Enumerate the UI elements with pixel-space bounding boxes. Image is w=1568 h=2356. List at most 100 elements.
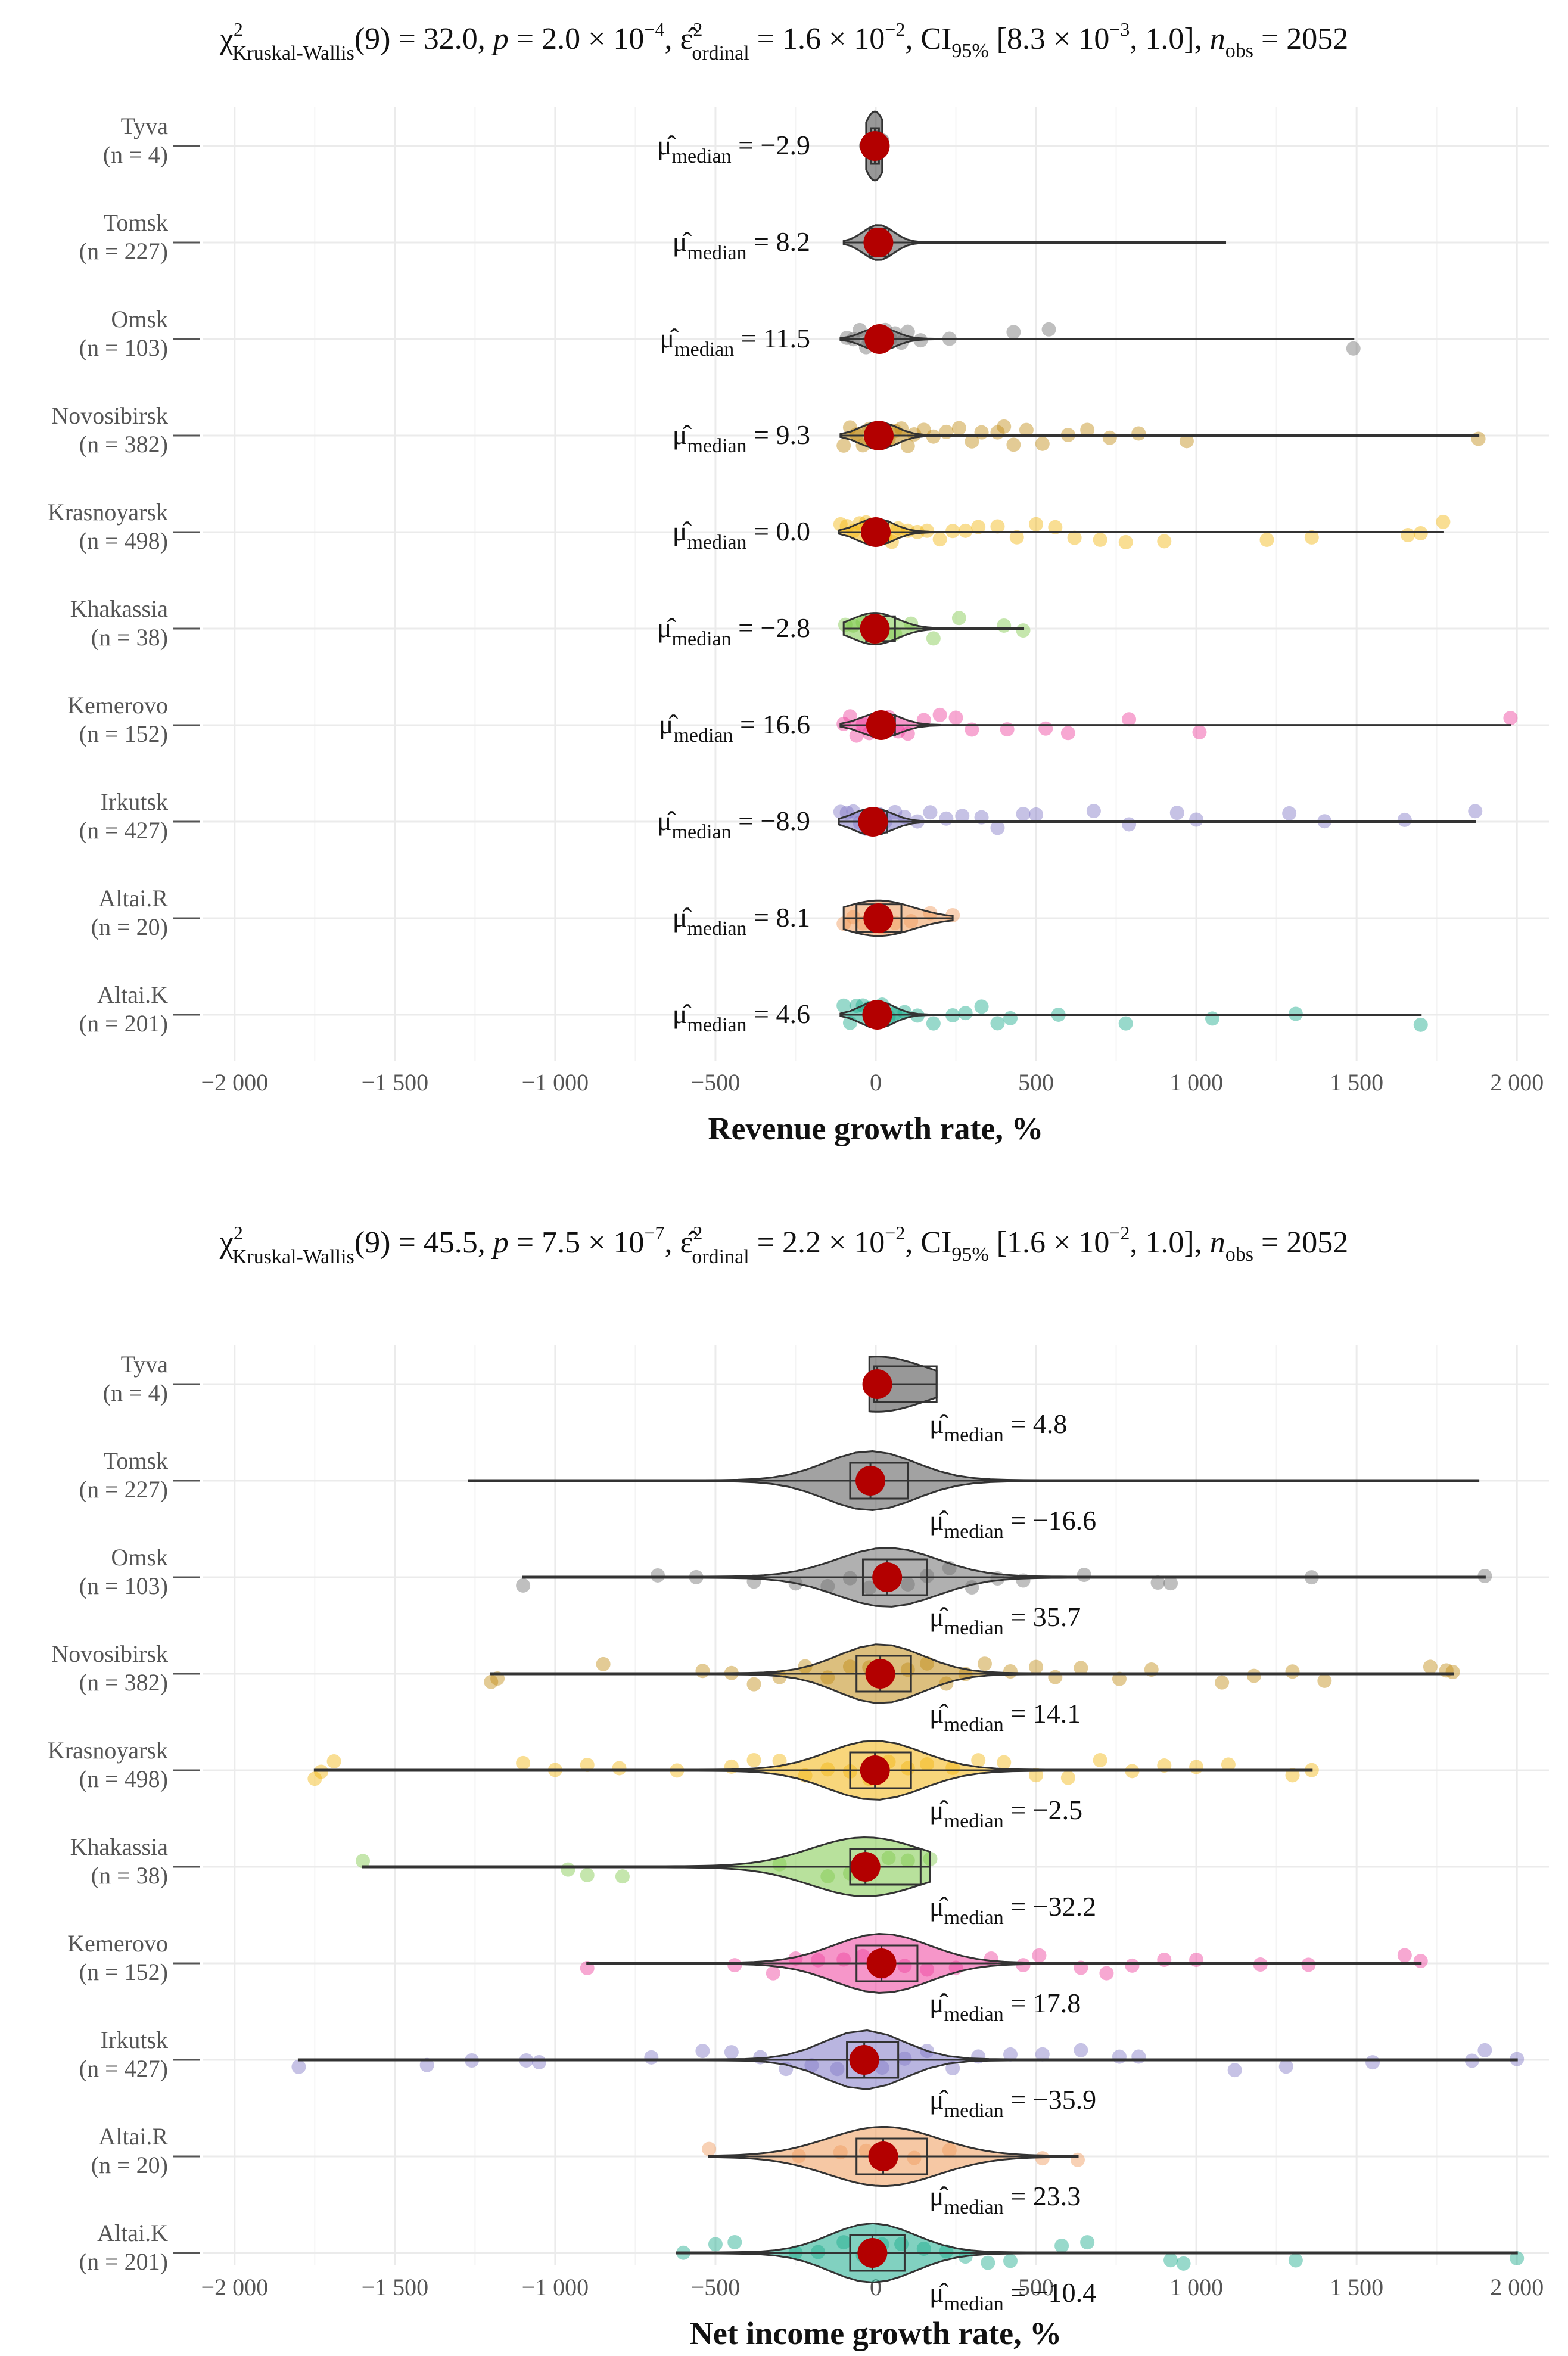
data-point	[1067, 530, 1082, 545]
median-label-sub: median	[944, 1424, 1004, 1446]
median-point	[861, 517, 891, 547]
median-label-value: = 11.5	[734, 323, 810, 353]
median-label-value: = 4.8	[1004, 1409, 1067, 1439]
median-point	[872, 1562, 903, 1592]
y-label-name: Kemerovo	[67, 692, 168, 719]
data-point	[615, 1869, 630, 1884]
data-point	[971, 520, 986, 534]
data-point	[580, 1758, 595, 1773]
data-point	[1060, 1770, 1075, 1785]
median-label-value: = 8.2	[747, 226, 810, 257]
data-point	[955, 809, 970, 823]
x-tick-label: −1 000	[522, 2274, 589, 2301]
title-eps-value: = 1.6 × 10	[749, 22, 885, 56]
data-point	[1019, 422, 1034, 437]
data-point	[1080, 2235, 1095, 2250]
x-tick-label: 2 000	[1490, 2274, 1544, 2301]
x-tick-label: 2 000	[1490, 1069, 1544, 1096]
data-point	[1125, 1958, 1140, 1973]
title-n: = 2052	[1253, 22, 1348, 56]
group-kemerovo: Kemerovo(n = 152) μ̂median = 17.8	[67, 1930, 1428, 2025]
data-point	[1016, 623, 1031, 638]
title-stat: χ	[219, 22, 234, 56]
data-point	[1215, 1675, 1230, 1690]
data-point	[1471, 431, 1486, 446]
data-point	[1285, 1664, 1300, 1679]
data-point	[971, 1753, 986, 1768]
median-label-value: = 16.6	[733, 709, 810, 739]
group-tomsk: Tomsk(n = 227) μ̂median = −16.6	[79, 1447, 1480, 1543]
y-label-n: (n = 498)	[79, 1766, 168, 1792]
median-label: μ̂median = −16.6	[929, 1505, 1096, 1543]
chart-panel-1: χ2 Kruskal-Wallis(9) = 32.0, p = 2.0 × 10…	[48, 18, 1549, 1146]
data-point	[1074, 1661, 1088, 1676]
box	[849, 2234, 906, 2272]
data-point	[1035, 2047, 1050, 2062]
median-point	[849, 2045, 879, 2075]
data-point	[1436, 514, 1451, 529]
y-label-name: Altai.K	[97, 981, 168, 1008]
data-point	[926, 1016, 941, 1031]
data-point	[1397, 1948, 1412, 1963]
title-p-symbol: p	[491, 22, 509, 56]
data-point	[965, 434, 979, 449]
group-omsk: Omsk(n = 103) μ̂median = 11.5	[79, 306, 1361, 361]
data-point	[1112, 2049, 1127, 2064]
median-label-sub: median	[944, 2293, 1004, 2315]
data-point	[1413, 1017, 1428, 1032]
x-axis-title: Revenue growth rate, %	[708, 1111, 1044, 1146]
median-label: μ̂median = 14.1	[929, 1698, 1081, 1736]
median-label-value: = −2.9	[732, 130, 810, 160]
median-point	[857, 2238, 888, 2268]
median-label-value: = −10.4	[1004, 2277, 1096, 2308]
group-khakassia: Khakassia(n = 38) μ̂median = −2.8	[70, 595, 1031, 651]
median-label-value: = 35.7	[1004, 1602, 1081, 1632]
median-point	[864, 324, 895, 354]
data-point	[1035, 436, 1050, 451]
y-label-name: Altai.K	[97, 2220, 168, 2246]
median-label: μ̂median = 23.3	[929, 2181, 1081, 2218]
data-point	[644, 2050, 659, 2065]
title-p-exp: −7	[644, 1222, 664, 1244]
data-point	[1221, 1757, 1236, 1772]
title-p: = 7.5 × 10	[509, 1226, 645, 1260]
x-tick-label: 1 000	[1169, 2274, 1223, 2301]
median-point	[850, 1852, 881, 1882]
data-point	[484, 1674, 499, 1689]
title-eps-sup: 2	[693, 18, 702, 40]
y-label-n: (n = 4)	[103, 1379, 168, 1406]
data-point	[1278, 2059, 1293, 2074]
title-eps-sub: ordinal	[692, 42, 749, 64]
data-point	[1077, 1568, 1091, 1583]
box	[846, 2041, 900, 2079]
data-point	[516, 1578, 531, 1593]
group-altai-r: Altai.R(n = 20) μ̂median = 8.1	[91, 885, 960, 940]
median-label-value: = 14.1	[1004, 1698, 1081, 1729]
median-label-value: = −32.2	[1004, 1891, 1096, 1922]
chart-title: χ2 Kruskal-Wallis(9) = 32.0, p = 2.0 × 10…	[219, 18, 1349, 64]
x-tick-label: 1 500	[1330, 1069, 1383, 1096]
title-p-symbol: p	[491, 1226, 509, 1260]
data-point	[1118, 534, 1133, 549]
median-point	[864, 421, 894, 450]
group-novosibirsk: Novosibirsk(n = 382) μ̂median = 14.1	[51, 1640, 1460, 1736]
y-label-n: (n = 20)	[91, 2152, 168, 2178]
median-label-sub: median	[944, 1907, 1004, 1929]
median-point	[866, 1948, 897, 1978]
x-tick-label: −500	[691, 2274, 741, 2301]
median-label-sub: median	[672, 821, 732, 843]
title-eps-exp: −2	[885, 1222, 905, 1244]
title-ci-hi: , 1.0],	[1130, 22, 1209, 56]
group-khakassia: Khakassia(n = 38) μ̂median = −32.2	[70, 1833, 1097, 1929]
data-point	[990, 1016, 1005, 1031]
data-point	[1413, 1954, 1428, 1969]
data-point	[1503, 711, 1518, 726]
data-point	[1029, 517, 1044, 532]
data-point	[1080, 422, 1095, 437]
data-point	[326, 1754, 341, 1769]
data-point	[1401, 528, 1415, 543]
data-point	[836, 998, 851, 1013]
median-label: μ̂median = −2.8	[657, 613, 810, 650]
y-label-n: (n = 103)	[79, 1572, 168, 1599]
median-label-value: = −16.6	[1004, 1505, 1096, 1536]
